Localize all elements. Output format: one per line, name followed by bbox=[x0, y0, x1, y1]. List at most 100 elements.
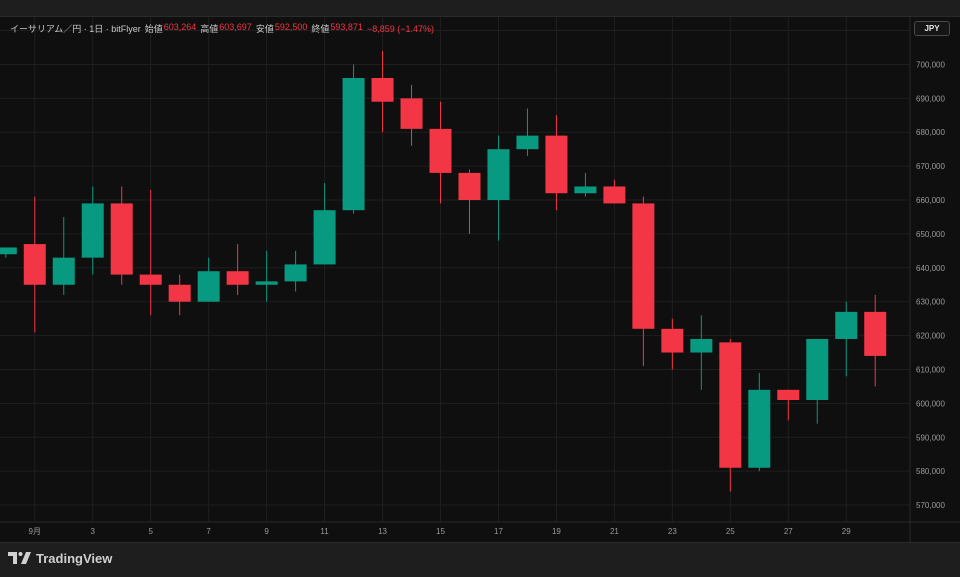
low-group: 安値 592,500 bbox=[256, 22, 308, 35]
price-tick-label: 570,000 bbox=[916, 501, 945, 510]
candle[interactable] bbox=[197, 257, 220, 302]
candle-body-down bbox=[23, 244, 46, 285]
candle[interactable] bbox=[603, 179, 626, 204]
candle-body-down bbox=[719, 342, 742, 468]
candle[interactable] bbox=[81, 186, 104, 275]
brand-name: TradingView bbox=[36, 550, 113, 566]
candle-body-down bbox=[429, 128, 452, 173]
price-tick-label: 700,000 bbox=[916, 60, 945, 69]
candle[interactable] bbox=[226, 244, 249, 295]
candle[interactable] bbox=[139, 189, 162, 316]
candle[interactable] bbox=[632, 196, 655, 367]
date-tick-label: 5 bbox=[148, 527, 153, 536]
candle-body-up bbox=[313, 210, 336, 265]
candle[interactable] bbox=[545, 115, 568, 211]
candle-body-down bbox=[168, 284, 191, 302]
candle[interactable] bbox=[835, 301, 858, 377]
date-tick-label: 29 bbox=[842, 527, 851, 536]
date-tick-label: 3 bbox=[91, 527, 96, 536]
grid-layer bbox=[0, 17, 910, 522]
date-tick-label: 7 bbox=[206, 527, 211, 536]
footer-logo[interactable]: TradingView bbox=[8, 548, 112, 568]
candle-body-down bbox=[777, 389, 800, 400]
candle[interactable] bbox=[806, 338, 829, 424]
candle-body-up bbox=[0, 247, 17, 255]
open-group: 始値 603,264 bbox=[145, 22, 197, 35]
price-tick-label: 640,000 bbox=[916, 264, 945, 273]
date-tick-label: 23 bbox=[668, 527, 677, 536]
candle[interactable] bbox=[661, 318, 684, 370]
candle[interactable] bbox=[864, 294, 887, 387]
candlestick-chart[interactable]: 710,000700,000690,000680,000670,000660,0… bbox=[0, 17, 960, 542]
currency-button[interactable]: JPY bbox=[914, 21, 950, 36]
price-tick-label: 610,000 bbox=[916, 365, 945, 374]
date-tick-label: 9月 bbox=[29, 527, 41, 536]
high-value: 603,697 bbox=[219, 22, 252, 32]
candle-body-down bbox=[864, 311, 887, 356]
candle[interactable] bbox=[255, 250, 278, 302]
price-tick-label: 670,000 bbox=[916, 162, 945, 171]
chart-area[interactable]: 710,000700,000690,000680,000670,000660,0… bbox=[0, 16, 960, 543]
candle[interactable] bbox=[0, 247, 17, 258]
candle-body-up bbox=[255, 281, 278, 285]
candle[interactable] bbox=[400, 84, 423, 146]
low-value: 592,500 bbox=[274, 22, 308, 32]
close-group: 終値 593,871 bbox=[311, 22, 363, 35]
low-label: 安値 bbox=[255, 24, 274, 34]
candle[interactable] bbox=[748, 372, 771, 472]
candle-body-up bbox=[806, 338, 829, 400]
candle-body-up bbox=[284, 264, 307, 282]
candle-body-up bbox=[52, 257, 75, 285]
price-tick-label: 650,000 bbox=[916, 230, 945, 239]
candle-body-down bbox=[603, 186, 626, 204]
candle[interactable] bbox=[342, 64, 365, 214]
candle[interactable] bbox=[168, 274, 191, 316]
date-tick-label: 11 bbox=[320, 527, 329, 536]
candle-body-up bbox=[81, 203, 104, 258]
candle-body-down bbox=[458, 172, 481, 201]
date-tick-label: 17 bbox=[494, 527, 503, 536]
high-group: 高値 603,697 bbox=[200, 22, 252, 35]
candle-body-down bbox=[226, 271, 249, 285]
candle[interactable] bbox=[487, 135, 510, 241]
candle-body-down bbox=[661, 328, 684, 353]
date-tick-label: 13 bbox=[378, 527, 387, 536]
candle-body-down bbox=[110, 203, 133, 275]
candle-body-up bbox=[835, 311, 858, 339]
open-value: 603,264 bbox=[163, 22, 197, 32]
candle[interactable] bbox=[516, 108, 539, 156]
candle-layer[interactable] bbox=[0, 50, 887, 492]
legend-header: イーサリアム／円 · 1日 · bitFlyer 始値 603,264 高値 603… bbox=[10, 22, 434, 35]
date-tick-label: 27 bbox=[784, 527, 793, 536]
candle-body-down bbox=[545, 135, 568, 194]
price-tick-label: 590,000 bbox=[916, 433, 945, 442]
candle-body-up bbox=[487, 149, 510, 201]
close-value: 593,871 bbox=[330, 22, 363, 32]
candle[interactable] bbox=[690, 315, 713, 390]
candle-body-down bbox=[400, 98, 423, 129]
candle[interactable] bbox=[458, 169, 481, 234]
price-tick-label: 680,000 bbox=[916, 128, 945, 137]
candle[interactable] bbox=[52, 216, 75, 295]
candle-body-down bbox=[632, 203, 655, 329]
change-value: −8,859 (−1.47%) bbox=[366, 24, 435, 34]
time-axis[interactable]: 9月 3 5 7 9 11 13 15 17 19 21 23 25 27 29 bbox=[29, 527, 852, 536]
candle[interactable] bbox=[110, 186, 133, 285]
close-label: 終値 bbox=[311, 24, 330, 34]
date-tick-label: 21 bbox=[610, 527, 619, 536]
symbol-title[interactable]: イーサリアム／円 · 1日 · bitFlyer bbox=[10, 24, 141, 34]
price-axis[interactable]: 710,000700,000690,000680,000670,000660,0… bbox=[916, 27, 945, 510]
candle-body-up bbox=[197, 271, 220, 302]
candle[interactable] bbox=[313, 183, 336, 265]
date-tick-label: 25 bbox=[726, 527, 735, 536]
candle[interactable] bbox=[284, 250, 307, 292]
candle[interactable] bbox=[719, 338, 742, 492]
candle[interactable] bbox=[23, 196, 46, 333]
candle[interactable] bbox=[371, 50, 394, 133]
candle[interactable] bbox=[574, 172, 597, 197]
date-tick-label: 19 bbox=[552, 527, 561, 536]
candle[interactable] bbox=[777, 389, 800, 421]
candle-body-up bbox=[574, 186, 597, 194]
candle[interactable] bbox=[429, 101, 452, 204]
date-tick-label: 15 bbox=[436, 527, 445, 536]
